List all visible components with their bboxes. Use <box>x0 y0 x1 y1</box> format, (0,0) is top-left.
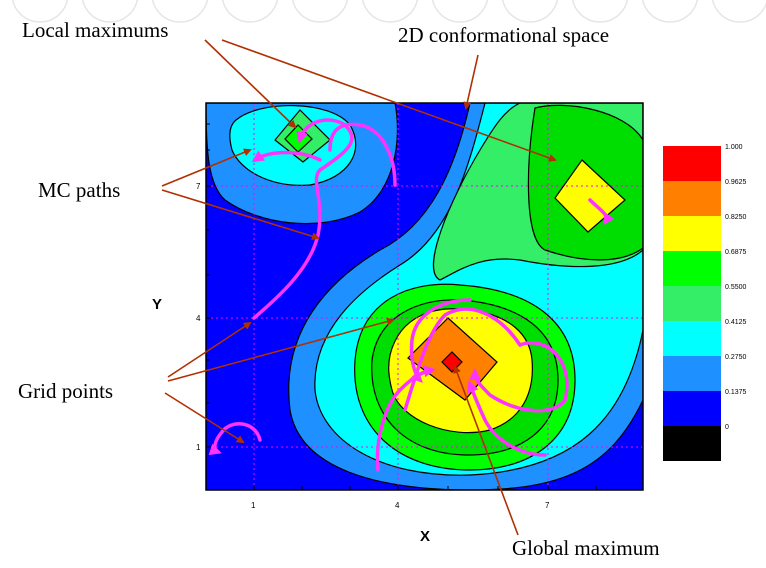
arrow-grid-points-1 <box>167 321 252 378</box>
label-global-maximum: Global maximum <box>512 536 660 560</box>
arrow-grid-points-2 <box>167 317 395 382</box>
colorbar-level: 0.5500 <box>725 284 747 291</box>
arrow-local-max-2 <box>221 39 557 162</box>
label-mc-paths: MC paths <box>38 178 120 202</box>
label-local-maximums: Local maximums <box>22 18 168 42</box>
arrow-mc-paths-2 <box>161 189 320 241</box>
colorbar-swatch-orange <box>663 181 721 216</box>
colorbar-level: 0.6875 <box>725 249 747 256</box>
label-conformational-space: 2D conformational space <box>398 23 609 47</box>
contour-plot <box>206 103 643 490</box>
colorbar-swatch-yellow <box>663 216 721 251</box>
x-axis-label: X <box>420 528 430 545</box>
arrow-global-max <box>453 365 519 536</box>
plot-frame <box>205 102 644 491</box>
y-axis-label: Y <box>152 296 162 313</box>
colorbar-swatch-lightblue <box>663 356 721 391</box>
x-tick-label: 7 <box>545 501 550 510</box>
colorbar-swatch-red <box>663 146 721 181</box>
colorbar-level: 0.4125 <box>725 319 747 326</box>
x-tick-label: 4 <box>395 501 400 510</box>
axis-ticks <box>206 123 597 490</box>
contour-peak-top-left <box>206 103 399 225</box>
arrow-2d-space <box>463 54 479 110</box>
colorbar-swatch-cyan <box>663 321 721 356</box>
y-tick-label: 4 <box>196 314 201 323</box>
colorbar-level: 0.2750 <box>725 354 747 361</box>
y-tick-label: 7 <box>196 182 201 191</box>
arrow-mc-paths-1 <box>161 148 252 187</box>
decorative-circles <box>11 0 766 23</box>
colorbar-level: 0 <box>725 424 729 431</box>
colorbar-level: 0.1375 <box>725 389 747 396</box>
colorbar-level: 0.9625 <box>725 179 747 186</box>
annotation-arrows <box>161 39 557 536</box>
colorbar-level: 0.8250 <box>725 214 747 221</box>
colorbar-swatch-lightgreen <box>663 286 721 321</box>
arrow-local-max-1 <box>204 39 297 129</box>
y-tick-label: 1 <box>196 443 201 452</box>
colorbar-swatch-green <box>663 251 721 286</box>
label-grid-points: Grid points <box>18 379 113 403</box>
colorbar: 1.000 0.9625 0.8250 0.6875 0.5500 0.4125… <box>663 144 747 461</box>
colorbar-swatch-black <box>663 426 721 461</box>
colorbar-level: 1.000 <box>725 144 743 151</box>
x-tick-label: 1 <box>251 501 256 510</box>
arrow-grid-points-3 <box>164 392 245 444</box>
colorbar-swatch-blue <box>663 391 721 426</box>
